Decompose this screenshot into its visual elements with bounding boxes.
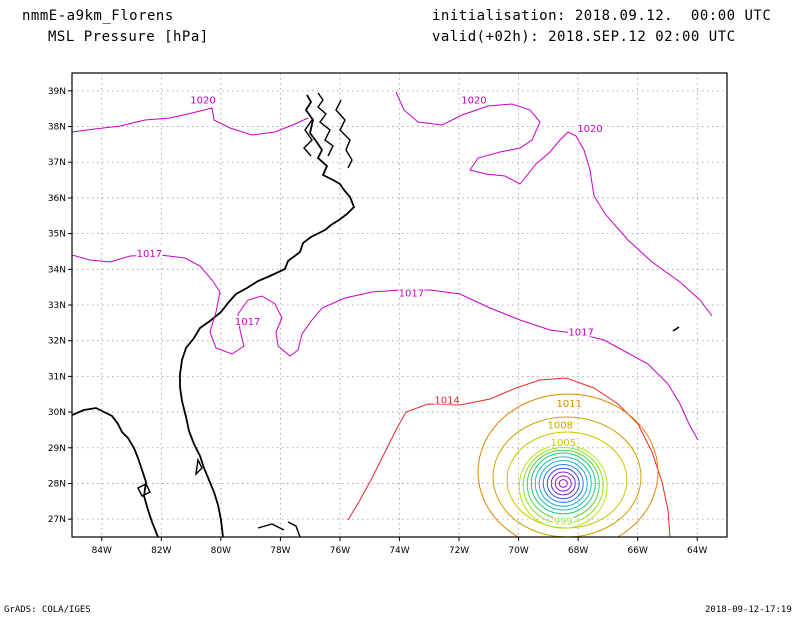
contour-label: 1017 [568,328,593,339]
core-isobar-ring [558,479,568,488]
lat-tick-label: 31N [48,372,66,382]
lat-tick-label: 38N [48,123,66,133]
lat-tick-label: 27N [48,515,66,525]
core-isobar-ring [538,460,588,507]
isobar-1014 [347,377,671,537]
contour-label: 1017 [399,288,424,299]
us-coastline [179,94,356,537]
contour-label: 1005 [551,438,576,449]
render-timestamp: 2018-09-12-17:19 [705,605,792,615]
contour-label: 1017 [235,317,260,328]
core-isobar-ring [546,467,580,500]
lon-tick-label: 84W [92,546,112,556]
lat-tick-label: 35N [48,230,66,240]
core-isobar-ring [534,456,592,511]
lon-tick-label: 66W [628,546,648,556]
lat-tick-label: 37N [48,158,66,168]
core-isobar-ring [554,475,572,492]
core-isobar-ring [550,471,576,496]
contour-label: 1020 [577,124,602,135]
contour-label: 1020 [461,96,486,107]
lon-tick-label: 74W [389,546,409,556]
lon-tick-label: 68W [568,546,588,556]
lat-tick-label: 34N [48,265,66,275]
lat-tick-label: 32N [48,337,66,347]
lon-tick-label: 80W [211,546,231,556]
lat-tick-label: 30N [48,408,66,418]
contour-label: 1008 [548,420,573,431]
isobar-1008 [492,416,642,537]
gulf-coastline [72,407,159,537]
contour-label-bg [556,397,583,408]
island [672,326,680,332]
lat-tick-label: 36N [48,194,66,204]
chesapeake-bay [303,92,353,169]
lon-tick-label: 70W [508,546,528,556]
core-isobar-ring [530,452,596,515]
axis-labels: 84W 82W 80W 78W 76W 74W 72W 70W 68W 66W 64W 39N 38N 3… [48,87,708,556]
contour-label-bg [434,394,461,405]
lat-tick-label: 33N [48,301,66,311]
contour-label-bg [550,437,577,448]
contour-label-bg [460,94,487,105]
contour-label-bg [553,515,574,526]
contour-label-bg [568,326,595,337]
contour-label: 1017 [137,249,162,260]
grads-credit: GrADS: COLA/IGES [4,605,91,615]
lon-tick-label: 78W [270,546,290,556]
contour-label-bg [547,419,574,430]
lon-tick-label: 82W [151,546,171,556]
contour-label: 1014 [434,395,459,406]
isobar-1020-west [72,107,309,136]
contour-label-bg [577,123,604,134]
hurricane-core-isobars [518,444,608,529]
lat-tick-label: 29N [48,444,66,454]
contour-label: 1011 [556,399,581,410]
lon-tick-label: 64W [687,546,707,556]
contour-labels: 1020 1020 1020 1017 1017 1017 1017 1014 1011 1008… [136,94,604,528]
contour-label-bg [190,94,216,105]
variable-name: MSL Pressure [hPa] [48,29,209,45]
plot-frame [71,72,728,538]
contour-label-bg [136,248,163,259]
isobar-1011 [477,393,659,537]
init-time: initialisation: 2018.09.12. 00:00 UTC [432,8,772,24]
valid-time: valid(+02h): 2018.SEP.12 02:00 UTC [432,29,736,45]
core-isobar-ring [542,463,584,503]
contour-label-bg [398,287,425,298]
model-name: nmmE-a9km_Florens [22,8,174,24]
lon-tick-label: 76W [330,546,350,556]
lat-tick-label: 28N [48,479,66,489]
contour-label: 999 [554,517,573,528]
isobar-1017-west [72,254,699,441]
lat-tick-label: 39N [48,87,66,97]
contour-label-bg [234,315,261,326]
contour-label: 1020 [190,96,215,107]
graticule [72,73,727,537]
lon-tick-label: 72W [449,546,469,556]
isobar-1020-east [395,91,713,317]
florida-keys-islands [137,457,301,537]
